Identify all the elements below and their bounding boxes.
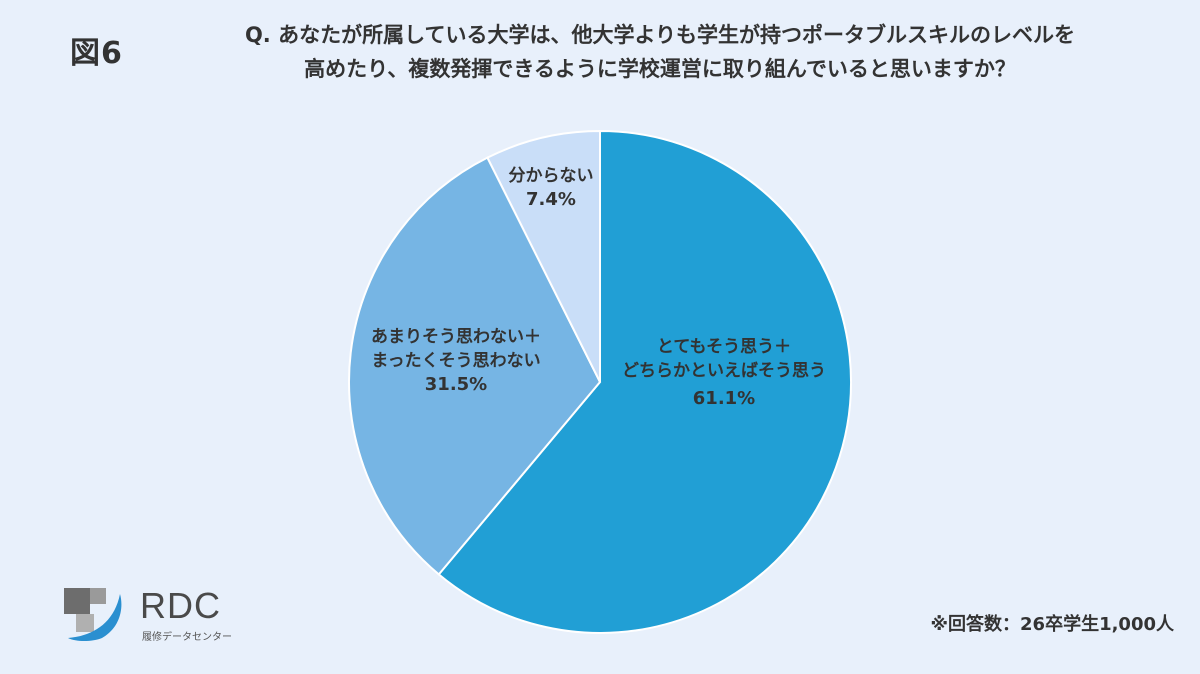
logo-name: RDC xyxy=(140,585,221,626)
pie-slice-3-value-label: 7.4% xyxy=(526,189,576,210)
figure-label: 図6 xyxy=(70,36,123,71)
rdc-logo-mark-icon xyxy=(64,588,122,641)
question-title: Q. あなたが所属している大学は、他大学よりも学生が持つポータブルスキルのレベル… xyxy=(180,18,1140,86)
question-line-1: Q. あなたが所属している大学は、他大学よりも学生が持つポータブルスキルのレベル… xyxy=(244,23,1076,47)
pie-slice-1-label-line-2: どちらかといえばそう思う xyxy=(622,361,826,381)
pie-slice-3 xyxy=(486,129,601,383)
pie-slice-3-label-line-1: 分からない xyxy=(509,166,594,186)
pie-slice-1 xyxy=(437,129,852,634)
pie-slice-2-label-line-1: あまりそう思わない＋ xyxy=(371,327,541,347)
logo-subtitle: 履修データセンター xyxy=(142,632,232,643)
pie-slice-2-value-label: 31.5% xyxy=(425,374,487,395)
pie-slice-2-label-line-2: まったくそう思わない xyxy=(371,351,540,371)
pie-slice-1-label-line-1: とてもそう思う＋ xyxy=(657,337,791,357)
pie-slice-1-value-label: 61.1% xyxy=(693,388,755,409)
respondent-note: ※回答数：26卒学生1,000人 xyxy=(930,614,1174,635)
question-line-2: 高めたり、複数発揮できるように学校運営に取り組んでいると思いますか？ xyxy=(304,57,1016,81)
rdc-logo: RDC 履修データセンター xyxy=(62,584,252,644)
pie-slice-2 xyxy=(348,156,602,576)
